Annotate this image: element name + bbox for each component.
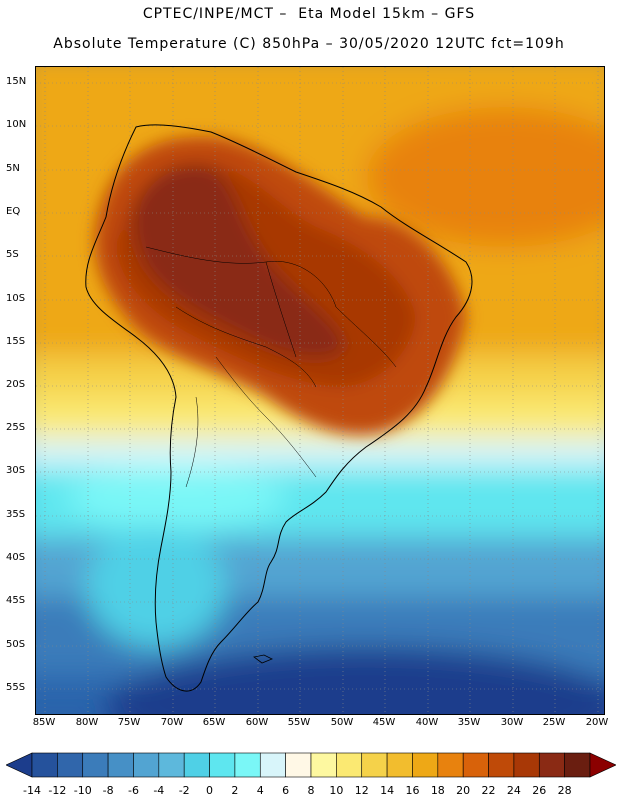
colorbar-tick-label: -2 [178,784,190,797]
colorbar-swatch [133,752,160,778]
lat-label: 55S [6,682,26,693]
colorbar-tick-label: -8 [102,784,114,797]
lon-label: 45W [372,717,396,728]
colorbar-swatch [361,752,388,778]
lat-label: 35S [6,509,26,520]
colorbar-swatch [462,752,489,778]
colorbar-tick-label: -10 [73,784,92,797]
country-borders [145,246,397,488]
temperature-colorbar [6,752,616,778]
lat-label: EQ [6,206,21,217]
lon-label: 25W [542,717,566,728]
colorbar-tick-label: 18 [430,784,445,797]
lon-label: 35W [457,717,481,728]
colorbar-tick-label: 8 [307,784,315,797]
colorbar-tick-label: 4 [256,784,264,797]
lon-label: 80W [75,717,99,728]
colorbar-arrow-right [589,752,616,778]
colorbar-swatch [412,752,439,778]
map-svg [36,67,604,714]
lat-label: 5N [6,163,20,174]
colorbar-swatch [158,752,185,778]
title-line-2: Absolute Temperature (C) 850hPa – 30/05/… [53,36,565,52]
colorbar-swatch [437,752,464,778]
lat-label: 45S [6,595,26,606]
lat-label: 15S [6,336,26,347]
lon-label: 55W [287,717,311,728]
colorbar-tick-label: 14 [380,784,395,797]
colorbar-swatch [336,752,363,778]
colorbar-swatch [82,752,109,778]
colorbar-swatch [310,752,337,778]
lon-label: 70W [160,717,184,728]
lat-label: 10N [6,119,27,130]
colorbar-swatch [31,752,58,778]
lon-label: 75W [117,717,141,728]
lon-label: 20W [585,717,609,728]
colorbar-swatch [285,752,312,778]
temperature-map [35,66,605,715]
colorbar-tick-label: 26 [532,784,547,797]
colorbar-swatch [209,752,236,778]
colorbar-tick-label: 10 [329,784,344,797]
colorbar-swatch [386,752,413,778]
colorbar-tick-label: 20 [456,784,471,797]
colorbar-tick-label: 12 [354,784,369,797]
lat-label: 20S [6,379,26,390]
colorbar-swatch [538,752,565,778]
colorbar-tick-label: -4 [153,784,165,797]
lon-label: 65W [202,717,226,728]
colorbar-swatch [259,752,286,778]
graticule [36,67,604,714]
field-coldest [106,647,604,714]
lat-label: 30S [6,465,26,476]
lon-label: 60W [245,717,269,728]
lat-label: 50S [6,639,26,650]
colorbar-swatch [183,752,210,778]
colorbar-tick-label: 6 [282,784,290,797]
field-atlantic-warm [366,107,604,247]
colorbar-tick-label: 16 [405,784,420,797]
colorbar-tick-label: 2 [231,784,239,797]
lat-label: 5S [6,249,19,260]
colorbar-swatch [57,752,84,778]
colorbar-tick-label: -14 [23,784,41,797]
field-central-cool [66,467,286,527]
lat-label: 15N [6,76,27,87]
lat-label: 25S [6,422,26,433]
colorbar-tick-label: 0 [206,784,214,797]
colorbar-swatch [564,752,591,778]
colorbar-tick-label: 28 [557,784,572,797]
south-america-coastline [85,124,473,692]
colorbar-tick-label: -12 [48,784,67,797]
colorbar-arrow-left [6,752,33,778]
falkland-islands [253,654,273,664]
colorbar-swatch [234,752,261,778]
colorbar-tick-label: 22 [481,784,496,797]
colorbar-tick-label: -6 [127,784,139,797]
lat-label: 40S [6,552,26,563]
colorbar-swatch [488,752,515,778]
lon-label: 50W [330,717,354,728]
lon-label: 85W [32,717,56,728]
colorbar-swatch [107,752,134,778]
field-hottest-core [134,166,346,358]
lon-label: 40W [415,717,439,728]
colorbar-tick-label: 24 [506,784,521,797]
title-line-1: CPTEC/INPE/MCT – Eta Model 15km – GFS [142,6,476,22]
lon-label: 30W [500,717,524,728]
lat-label: 10S [6,293,26,304]
colorbar-swatch [513,752,540,778]
